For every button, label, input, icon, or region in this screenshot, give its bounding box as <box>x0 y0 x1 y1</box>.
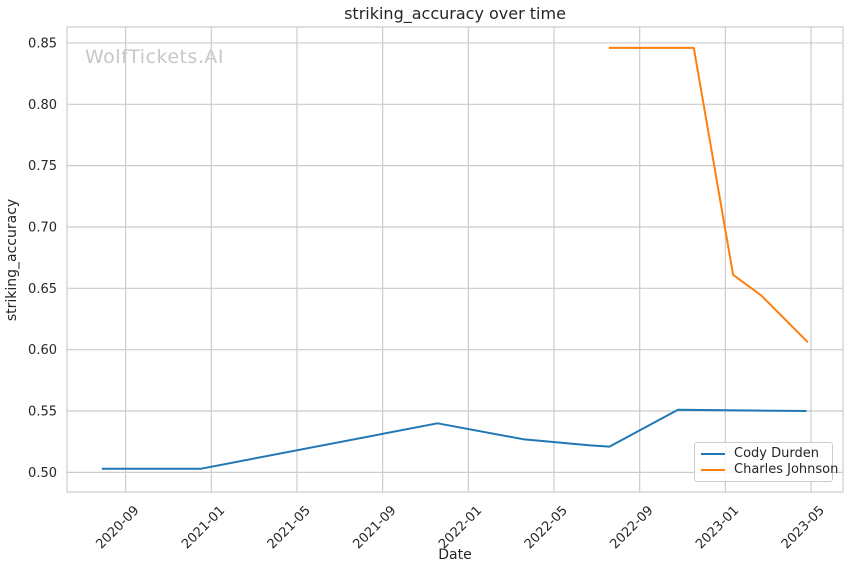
legend-line-swatch-orange <box>701 469 725 472</box>
legend-line-swatch-blue <box>701 452 725 455</box>
watermark-text: WolfTickets.AI <box>85 46 225 68</box>
x-tick-label: 2022-01 <box>436 503 485 552</box>
x-tick-label: 2023-05 <box>779 503 828 552</box>
x-tick-label: 2021-09 <box>350 503 399 552</box>
x-tick-label: 2022-05 <box>522 503 571 552</box>
y-tick-label: 0.75 <box>28 159 57 174</box>
series-line-charles-johnson <box>608 46 809 344</box>
x-axis-label: Date <box>438 547 472 563</box>
y-tick-label: 0.80 <box>28 98 57 113</box>
y-tick-label: 0.50 <box>28 466 57 481</box>
x-tick-label: 2020-09 <box>93 503 142 552</box>
x-tick-label: 2021-05 <box>265 503 314 552</box>
legend-item-charles-johnson: Charles Johnson <box>701 462 838 477</box>
legend: Cody Durden Charles Johnson <box>694 442 838 482</box>
x-tick-label: 2022-09 <box>607 503 656 552</box>
legend-item-cody-durden: Cody Durden <box>701 445 826 461</box>
series-line-cody-durden <box>101 408 807 470</box>
axes-spines <box>66 26 844 493</box>
x-tick-label: 2023-01 <box>693 503 742 552</box>
x-tick-label: 2021-01 <box>179 503 228 552</box>
legend-label-charles-johnson: Charles Johnson <box>734 461 839 477</box>
y-tick-label: 0.60 <box>28 343 57 358</box>
y-tick-label: 0.70 <box>28 220 57 235</box>
y-tick-label: 0.55 <box>28 405 57 420</box>
legend-label-cody-durden: Cody Durden <box>734 445 819 461</box>
y-tick-label: 0.85 <box>28 36 57 51</box>
chart-title: striking_accuracy over time <box>344 4 566 23</box>
y-axis-label: striking_accuracy <box>4 199 20 321</box>
y-tick-label: 0.65 <box>28 282 57 297</box>
